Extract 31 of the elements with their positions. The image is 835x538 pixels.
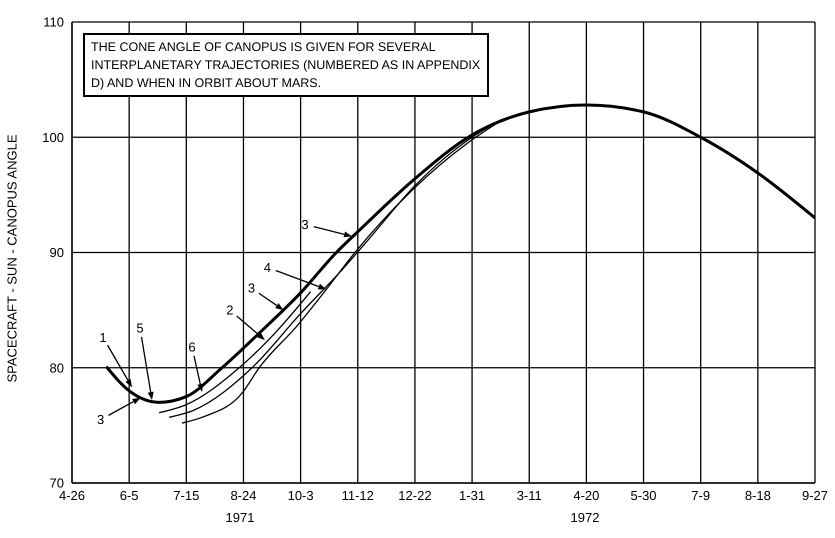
annotation: THE CONE ANGLE OF CANOPUS IS GIVEN FOR SEVERAL INTERPLANETARY TRAJECTORIES (NUMBERED AS IN APPENDIX D) AND WHEN IN ORBIT ABOUT MARS. — [83, 33, 489, 97]
y-axis-title: SPACECRAFT - SUN - CANOPUS ANGLE — [4, 134, 20, 382]
annotation: 6 — [188, 339, 196, 354]
y-tick-label: 110 — [43, 14, 64, 30]
x-tick-label: 8-18 — [744, 488, 771, 504]
annotation: 2 — [226, 302, 234, 318]
annotation: 3 — [301, 216, 309, 232]
x-tick-label: 4-20 — [573, 488, 600, 504]
annotation: 4 — [264, 260, 271, 275]
x-tick-label: 7-15 — [173, 488, 200, 504]
annotation: 1 — [99, 330, 107, 345]
x-tick-label: 4-26 — [58, 488, 86, 504]
x-tick-label: 11-12 — [342, 488, 374, 504]
x-tick-label: 9-27 — [802, 488, 828, 504]
text: 1972 — [570, 510, 600, 525]
annotation: 3 — [96, 412, 104, 428]
annotation: 5 — [136, 320, 144, 336]
x-tick-label: 5-30 — [630, 488, 657, 504]
x-tick-label: 1-31 — [459, 488, 486, 504]
y-tick-label: 70 — [50, 476, 64, 491]
x-tick-label: 6-5 — [120, 488, 139, 504]
y-tick-label: 80 — [50, 360, 64, 376]
x-tick-label: 10-3 — [288, 488, 314, 504]
x-tick-label: 12-22 — [398, 488, 432, 504]
x-tick-label: 8-24 — [230, 488, 256, 504]
y-tick-label: 100 — [42, 130, 64, 145]
annotation: 3 — [248, 280, 256, 296]
text: 1971 — [224, 510, 256, 525]
x-tick-label: 3-11 — [516, 488, 542, 504]
x-tick-label: 7-9 — [691, 488, 710, 504]
y-tick-label: 90 — [50, 245, 64, 260]
